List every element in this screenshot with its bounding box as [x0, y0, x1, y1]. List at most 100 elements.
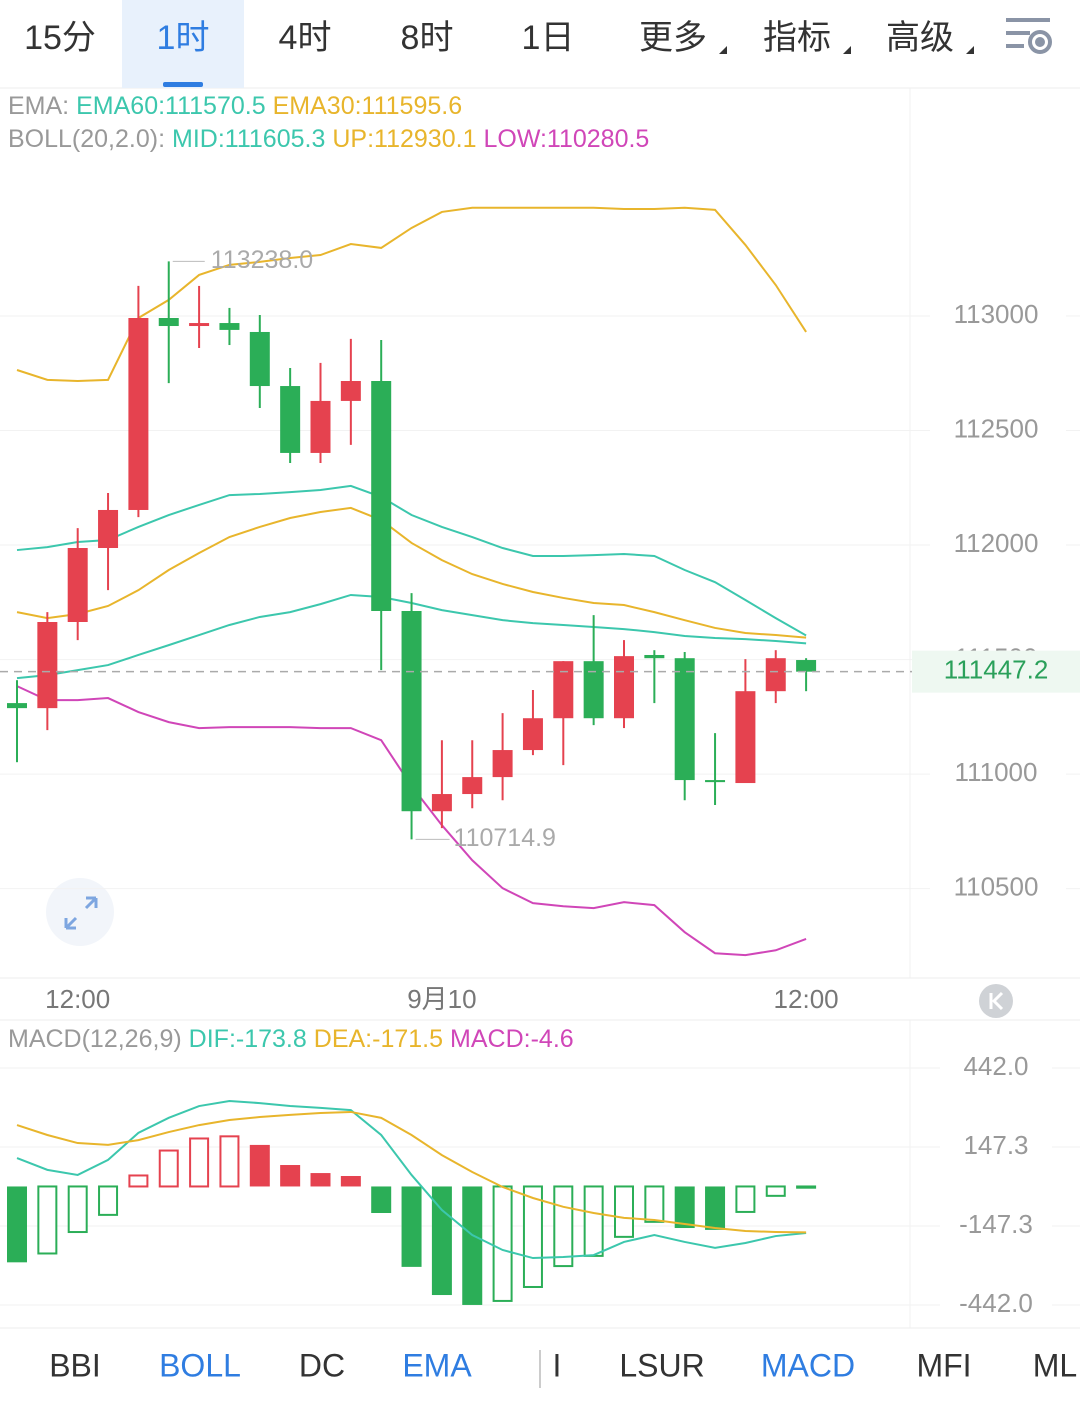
macd-bar	[401, 1186, 422, 1267]
legend-item: LOW:110280.5	[483, 125, 649, 153]
candle-body	[280, 386, 301, 453]
tab[interactable]: 指标	[763, 19, 831, 57]
indicator-tab[interactable]: ML	[1033, 1347, 1077, 1383]
candle-body	[765, 658, 786, 692]
y-tick-label: -147.3	[959, 1209, 1033, 1239]
candle-body	[7, 703, 27, 709]
candle-body	[583, 661, 604, 719]
macd-bar	[522, 1185, 543, 1288]
indicator-tab[interactable]: EMA	[402, 1347, 472, 1383]
tab[interactable]: 1时	[157, 19, 210, 57]
macd-bar	[614, 1185, 634, 1238]
candle-body	[37, 622, 58, 709]
candle-body	[128, 318, 149, 510]
macd-bar	[553, 1185, 574, 1268]
macd-line	[16, 1099, 807, 1260]
macd-bar	[249, 1144, 270, 1187]
candle-body	[522, 718, 543, 751]
candle-body	[431, 794, 452, 812]
x-tick-label: 9月10	[407, 984, 476, 1014]
candle-body	[67, 548, 88, 622]
active-tab-indicator	[163, 82, 203, 87]
low-annotation: 110714.9	[454, 824, 556, 852]
macd-bar	[7, 1186, 27, 1263]
macd-bar	[189, 1137, 210, 1188]
macd-bar	[705, 1186, 726, 1230]
candle-body	[644, 654, 665, 659]
legend-item: BOLL(20,2.0):	[8, 125, 165, 153]
tab[interactable]: 4时	[279, 19, 332, 57]
candle-body	[674, 658, 695, 781]
indicator-tab[interactable]: DC	[299, 1347, 345, 1383]
candle-body	[98, 509, 119, 549]
macd-bar	[219, 1135, 240, 1188]
candle-body	[796, 660, 817, 672]
macd-bar	[735, 1185, 756, 1213]
macd-bar	[765, 1185, 786, 1197]
indicator-tab[interactable]: I	[553, 1347, 562, 1383]
tab[interactable]: 高级	[886, 19, 954, 57]
last-price-box	[912, 650, 1080, 693]
high-annotation: 113238.0	[211, 246, 313, 274]
y-tick-label: 113000	[954, 299, 1039, 329]
tab[interactable]: 8时	[401, 19, 454, 57]
legend-item: EMA:	[8, 92, 69, 120]
y-tick-label: -442.0	[959, 1288, 1033, 1318]
candle-body	[705, 780, 726, 783]
macd-bar	[583, 1185, 604, 1257]
indicator-tab[interactable]: MACD	[761, 1347, 855, 1383]
tab[interactable]: 更多	[639, 19, 707, 57]
x-tick-label: 12:00	[45, 984, 110, 1014]
last-price-label: 111447.2	[944, 655, 1049, 685]
active-tab-bg	[122, 0, 244, 88]
macd-bar	[492, 1185, 513, 1302]
y-tick-label: 111000	[955, 757, 1038, 787]
expand-button[interactable]	[46, 878, 114, 946]
scroll-to-latest-button[interactable]	[979, 984, 1013, 1018]
legend: EMA: EMA60:111570.5 EMA30:111595.6	[8, 92, 462, 120]
settings-icon[interactable]	[1006, 18, 1052, 54]
legend-item: MACD:-4.6	[450, 1025, 574, 1053]
candle-body	[158, 318, 179, 327]
tab[interactable]: 1日	[522, 19, 575, 57]
macd-bar	[462, 1186, 483, 1305]
legend-item: DEA:-171.5	[314, 1025, 443, 1053]
x-tick-label: 12:00	[774, 984, 839, 1014]
indicator-tab[interactable]: BBI	[49, 1347, 101, 1383]
macd-bar	[280, 1165, 301, 1187]
indicator-line	[16, 206, 807, 383]
indicator-line	[16, 506, 807, 639]
candle-body	[553, 661, 574, 719]
candle-body	[462, 777, 483, 795]
legend-item: MID:111605.3	[172, 125, 325, 153]
indicator-tab[interactable]: BOLL	[159, 1347, 241, 1383]
macd-line	[16, 1110, 807, 1234]
macd-bar	[340, 1176, 361, 1187]
candle-body	[219, 323, 240, 330]
legend: BOLL(20,2.0): MID:111605.3 UP:112930.1 LOW:…	[8, 125, 649, 153]
tab[interactable]: 15分	[24, 19, 96, 57]
macd-bar	[796, 1185, 817, 1189]
macd-bar	[644, 1185, 665, 1223]
menu-caret	[966, 46, 974, 54]
legend-item: EMA30:111595.6	[273, 92, 463, 120]
y-tick-label: 112500	[954, 413, 1039, 443]
y-tick-label: 112000	[954, 528, 1039, 558]
indicator-tab[interactable]: LSUR	[619, 1347, 704, 1383]
menu-caret	[719, 46, 727, 54]
legend-item: DIF:-173.8	[189, 1025, 307, 1053]
macd-bar	[67, 1185, 88, 1234]
candle-body	[614, 656, 634, 719]
macd-bar	[37, 1185, 58, 1255]
menu-caret	[843, 46, 851, 54]
y-tick-label: 110500	[954, 872, 1039, 902]
y-tick-label: 147.3	[963, 1130, 1028, 1160]
macd-bar	[371, 1186, 392, 1214]
indicator-tab[interactable]: MFI	[916, 1347, 971, 1383]
indicator-line	[16, 484, 807, 637]
candle-body	[249, 331, 270, 387]
legend-item: MACD(12,26,9)	[8, 1025, 182, 1053]
